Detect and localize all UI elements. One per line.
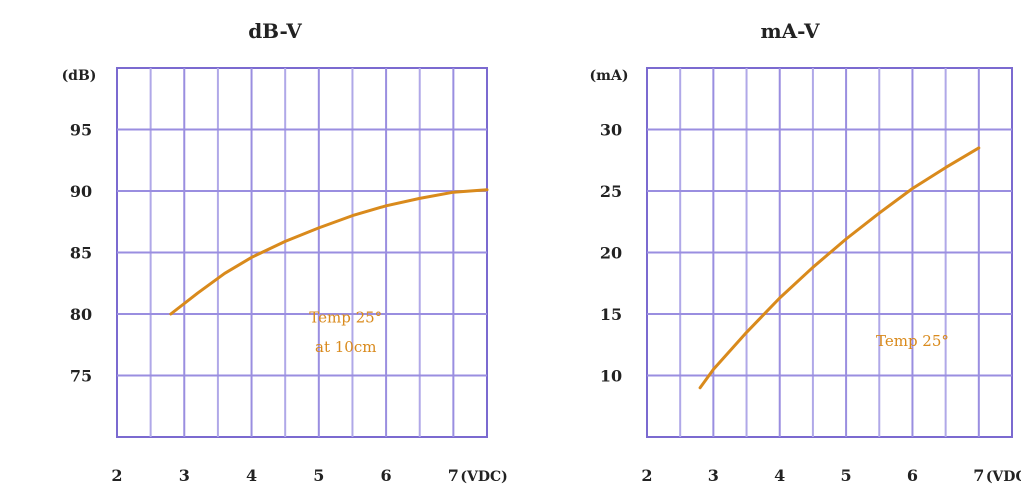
x-tick-label: 6: [907, 466, 918, 485]
x-tick-label: 5: [313, 466, 324, 485]
chart-1: dB-V 75 80 85 90 95 (dB) 2 3 4 5 6 7 (VDC) Temp 25° at …: [62, 19, 508, 485]
x-tick-label: 4: [246, 466, 257, 485]
y-tick-label: 30: [600, 121, 622, 140]
y-tick-label: 20: [600, 244, 622, 263]
x-tick-label: 6: [381, 466, 392, 485]
x-tick-label: 2: [111, 466, 122, 485]
x-unit-label: (VDC): [460, 469, 507, 485]
y-tick-label: 80: [70, 305, 92, 324]
annotation-text: at 10cm: [315, 338, 376, 356]
y-unit-label: (mA): [590, 68, 629, 84]
annotation-text: Temp 25°: [876, 332, 949, 350]
x-tick-label: 3: [708, 466, 719, 485]
y-unit-label: (dB): [62, 68, 97, 84]
y-tick-label: 10: [600, 367, 622, 386]
chart-2: mA-V 10 15 20 25 30 (mA) 2 3 4 5 6 7(VDC) Temp 25°: [590, 19, 1021, 485]
x-tick-label: 3: [179, 466, 190, 485]
y-tick-label: 75: [70, 367, 92, 386]
series-line-1: [700, 148, 979, 388]
chart-title: dB-V: [248, 19, 302, 43]
chart-title: mA-V: [760, 19, 820, 43]
x-tick-label: 5: [841, 466, 852, 485]
y-tick-label: 85: [70, 244, 92, 263]
x-tick-label: 7: [973, 466, 984, 485]
y-tick-label: 95: [70, 121, 92, 140]
x-tick-label: 4: [774, 466, 785, 485]
y-tick-label: 90: [70, 182, 92, 201]
annotation-text: Temp 25°: [309, 309, 382, 327]
y-tick-label: 25: [600, 182, 622, 201]
x-tick-label: 2: [641, 466, 652, 485]
x-unit-label: (VDC): [986, 469, 1021, 485]
x-tick-label: 7: [448, 466, 459, 485]
y-tick-label: 15: [600, 305, 622, 324]
